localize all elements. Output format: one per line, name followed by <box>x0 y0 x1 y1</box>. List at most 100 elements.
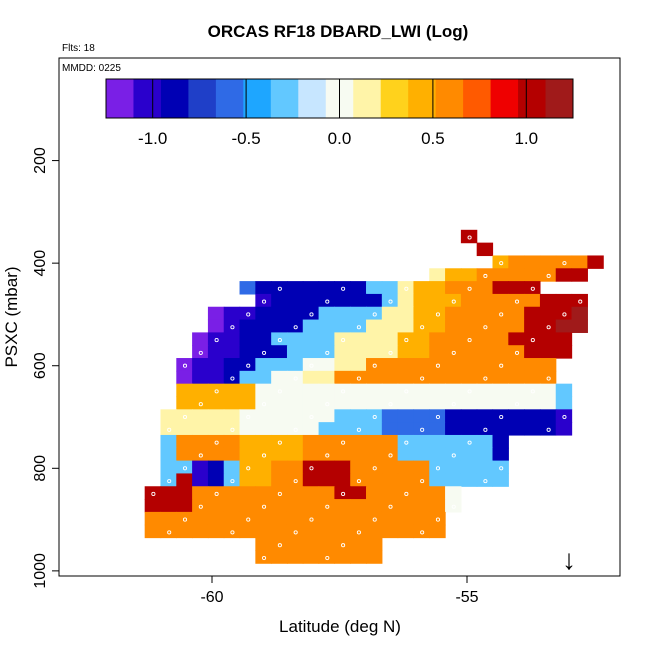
heatmap-cell <box>366 550 383 564</box>
heatmap-cell <box>460 422 478 436</box>
flight-track-point <box>261 402 267 407</box>
heatmap-cell <box>445 409 462 423</box>
heatmap-cell <box>476 409 494 423</box>
heatmap-cell <box>239 332 256 346</box>
heatmap-cell <box>555 345 573 359</box>
flight-track-point <box>404 389 409 394</box>
heatmap-cell <box>271 396 288 410</box>
mmdd-label: MMDD: 0225 <box>62 63 121 74</box>
heatmap-cell <box>429 332 446 346</box>
heatmap-cell <box>255 422 272 436</box>
heatmap-cell <box>176 434 193 449</box>
heatmap-cell <box>555 306 573 321</box>
heatmap-cell <box>160 460 177 475</box>
heatmap-cell <box>302 345 320 359</box>
colorbar-segment <box>463 79 492 118</box>
heatmap-cell <box>429 281 446 295</box>
heatmap-cell <box>366 499 383 513</box>
heatmap-cell <box>508 332 525 346</box>
heatmap-cell <box>271 486 288 500</box>
heatmap-cell <box>176 524 193 539</box>
heatmap-cell <box>539 396 557 410</box>
heatmap-cell <box>286 409 304 423</box>
heatmap-cell <box>286 460 304 475</box>
flight-track-point <box>451 453 456 458</box>
heatmap-cell <box>350 370 367 385</box>
heatmap-cell <box>508 255 525 269</box>
heatmap-cell <box>239 409 256 423</box>
heatmap-cell <box>492 358 509 372</box>
heatmap-cell <box>223 319 241 333</box>
heatmap-cell <box>271 383 288 398</box>
heatmap-cell <box>318 409 335 423</box>
heatmap-cell <box>524 370 541 385</box>
flight-track-point <box>277 338 282 343</box>
heatmap-cell <box>302 422 320 436</box>
heatmap-cell <box>176 473 193 487</box>
heatmap-cell <box>176 358 193 372</box>
flight-track-point <box>198 350 203 355</box>
heatmap-cell <box>397 345 415 359</box>
heatmap-cell <box>271 434 288 449</box>
flight-track-point <box>546 273 551 279</box>
heatmap-cell <box>381 345 399 359</box>
heatmap-cell <box>571 255 588 269</box>
heatmap-cell <box>318 370 335 385</box>
heatmap-cell <box>508 345 525 359</box>
heatmap-cell <box>539 383 557 398</box>
heatmap-cell <box>492 268 509 282</box>
heatmap-cell <box>445 422 462 436</box>
heatmap-cell <box>318 550 335 564</box>
heatmap-cell <box>271 473 288 487</box>
heatmap-cell <box>350 447 367 462</box>
heatmap-cell <box>492 293 509 308</box>
flight-track-point <box>356 325 361 330</box>
heatmap-cell <box>192 499 209 513</box>
heatmap-cell <box>476 358 494 372</box>
heatmap-cell <box>286 447 304 462</box>
heatmap-cell <box>144 511 162 526</box>
heatmap-cell <box>381 383 399 398</box>
heatmap-cell <box>397 499 415 513</box>
heatmap-cell <box>445 319 462 333</box>
heatmap-cell <box>413 447 430 462</box>
heatmap-cell <box>239 524 256 539</box>
heatmap-cell <box>176 447 193 462</box>
heatmap-cell <box>555 268 573 282</box>
heatmap-cell <box>271 332 288 346</box>
heatmap-cell <box>524 358 541 372</box>
flight-track-point <box>483 273 488 279</box>
colorbar-segment <box>106 79 134 118</box>
heatmap-cell <box>476 268 494 282</box>
heatmap-cell <box>397 473 415 487</box>
heatmap-cell <box>334 486 351 500</box>
heatmap-cell <box>334 332 351 346</box>
heatmap-cell <box>524 332 541 346</box>
heatmap-cell <box>286 293 304 308</box>
heatmap-cell <box>413 370 430 385</box>
flight-track-point <box>293 325 298 330</box>
heatmap-cell <box>366 358 383 372</box>
colorbar-segment <box>380 79 409 118</box>
heatmap-cell <box>192 486 209 500</box>
heatmap-cell <box>286 319 304 333</box>
heatmap-cell <box>476 345 494 359</box>
heatmap-cell <box>255 281 272 295</box>
flight-track-point <box>435 363 441 368</box>
heatmap-cell <box>508 396 525 410</box>
heatmap-cell <box>350 281 367 295</box>
y-tick-label: 1000 <box>32 553 49 589</box>
heatmap-cell <box>192 511 209 526</box>
heatmap-cell <box>239 511 256 526</box>
heatmap-cell <box>350 358 367 372</box>
heatmap-cell <box>271 460 288 475</box>
flight-track-point <box>246 466 251 471</box>
heatmap-cell <box>318 345 335 359</box>
heatmap-cell <box>192 370 209 385</box>
heatmap-cell <box>271 447 288 462</box>
heatmap-cell <box>476 306 494 321</box>
flight-track-point <box>514 299 520 304</box>
y-tick-label: 800 <box>32 455 49 482</box>
heatmap-cell <box>350 293 367 308</box>
flight-track-point <box>293 427 298 432</box>
